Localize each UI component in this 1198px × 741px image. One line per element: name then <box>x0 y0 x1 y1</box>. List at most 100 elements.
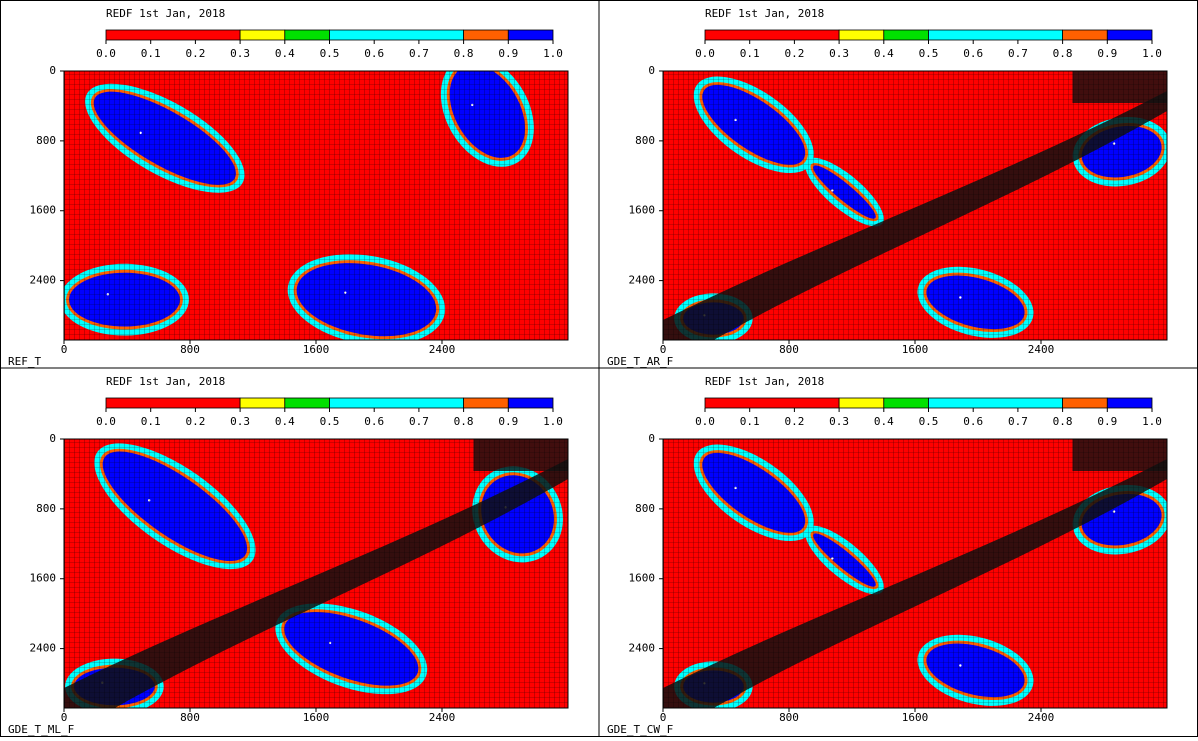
field <box>663 71 1167 340</box>
colorbar-tick-label: 0.2 <box>185 47 205 60</box>
colorbar-segment <box>1062 397 1108 409</box>
colorbar-tick-label: 0.3 <box>230 47 250 60</box>
field-grid <box>663 71 1167 340</box>
y-tick-label: 0 <box>648 64 655 77</box>
colorbar-tick-label: 0.2 <box>185 415 205 428</box>
colorbar-tick-label: 0.0 <box>695 47 715 60</box>
colorbar-segment <box>1062 29 1108 41</box>
x-tick-label: 2400 <box>1028 343 1055 356</box>
colorbar-segment <box>329 29 465 41</box>
x-tick-label: 2400 <box>429 343 456 356</box>
y-tick-label: 0 <box>648 432 655 445</box>
colorbar-segment <box>284 397 330 409</box>
field-grid <box>64 439 568 708</box>
colorbar-tick-label: 0.6 <box>963 47 983 60</box>
colorbar-tick-label: 0.4 <box>874 47 894 60</box>
colorbar-tick-label: 0.3 <box>230 415 250 428</box>
colorbar-tick-label: 0.5 <box>919 47 939 60</box>
colorbar-tick-label: 0.6 <box>963 415 983 428</box>
colorbar-tick-label: 0.8 <box>454 415 474 428</box>
x-tick-label: 1600 <box>303 343 330 356</box>
x-tick-label: 2400 <box>1028 711 1055 724</box>
colorbar-segment <box>507 29 554 41</box>
colorbar-segment <box>928 29 1064 41</box>
y-tick-label: 2400 <box>629 642 656 655</box>
x-tick-label: 0 <box>61 711 68 724</box>
colorbar-tick-label: 1.0 <box>1142 415 1162 428</box>
colorbar-tick-label: 0.1 <box>740 47 760 60</box>
colorbar-tick-label: 0.4 <box>874 415 894 428</box>
colorbar-tick-label: 0.1 <box>740 415 760 428</box>
colorbar-segment <box>704 29 840 41</box>
colorbar-tick-label: 0.8 <box>1053 415 1073 428</box>
colorbar-tick-label: 0.2 <box>784 47 804 60</box>
y-tick-label: 800 <box>635 134 655 147</box>
y-tick-label: 0 <box>49 432 56 445</box>
x-tick-label: 800 <box>180 711 200 724</box>
y-tick-label: 2400 <box>30 642 57 655</box>
x-tick-label: 800 <box>779 343 799 356</box>
colorbar-tick-label: 0.7 <box>1008 415 1028 428</box>
x-tick-label: 1600 <box>303 711 330 724</box>
colorbar-segment <box>105 29 241 41</box>
panel-label: GDE_T_AR_F <box>607 355 673 368</box>
colorbar-tick-label: 0.0 <box>96 47 116 60</box>
colorbar-tick-label: 0.3 <box>829 415 849 428</box>
panel: REDF 1st Jan, 2018 GDE_T_AR_F 0.0 0.1 0.2 0.3… <box>607 7 1168 368</box>
colorbar-tick-label: 0.8 <box>454 47 474 60</box>
colorbar-tick-label: 0.7 <box>409 415 429 428</box>
y-tick-label: 1600 <box>30 204 57 217</box>
panel: REDF 1st Jan, 2018 GDE_T_ML_F 0.0 0.1 0.2 0.3… <box>8 375 569 736</box>
colorbar-tick-label: 0.9 <box>498 47 518 60</box>
y-tick-label: 1600 <box>629 572 656 585</box>
colorbar-segment <box>1106 29 1153 41</box>
x-tick-label: 1600 <box>902 711 929 724</box>
colorbar-segment <box>239 29 286 41</box>
x-tick-label: 0 <box>61 343 68 356</box>
colorbar-tick-label: 0.5 <box>320 415 340 428</box>
x-tick-label: 0 <box>660 711 667 724</box>
colorbar-segment <box>704 397 840 409</box>
colorbar-tick-label: 0.3 <box>829 47 849 60</box>
panel-label: REF_T <box>8 355 41 368</box>
colorbar-tick-label: 0.8 <box>1053 47 1073 60</box>
colorbar-segment <box>105 397 241 409</box>
x-tick-label: 800 <box>180 343 200 356</box>
y-tick-label: 800 <box>36 502 56 515</box>
colorbar-segment <box>838 397 885 409</box>
colorbar-segment <box>928 397 1064 409</box>
colorbar-tick-label: 0.4 <box>275 47 295 60</box>
colorbar-tick-label: 0.7 <box>1008 47 1028 60</box>
y-tick-label: 800 <box>635 502 655 515</box>
y-tick-label: 1600 <box>629 204 656 217</box>
colorbar-tick-label: 0.0 <box>96 415 116 428</box>
field-grid <box>663 439 1167 708</box>
panel-title: REDF 1st Jan, 2018 <box>106 7 225 20</box>
colorbar-tick-label: 0.9 <box>1097 415 1117 428</box>
colorbar-segment <box>1106 397 1153 409</box>
x-tick-label: 800 <box>779 711 799 724</box>
colorbar-tick-label: 0.6 <box>364 47 384 60</box>
colorbar-tick-label: 0.7 <box>409 47 429 60</box>
colorbar-tick-label: 0.9 <box>498 415 518 428</box>
field <box>64 71 568 340</box>
colorbar-segment <box>883 397 929 409</box>
colorbar-tick-label: 0.0 <box>695 415 715 428</box>
field <box>663 439 1167 708</box>
colorbar-tick-label: 0.9 <box>1097 47 1117 60</box>
y-tick-label: 1600 <box>30 572 57 585</box>
panel-title: REDF 1st Jan, 2018 <box>705 375 824 388</box>
y-tick-label: 800 <box>36 134 56 147</box>
colorbar-tick-label: 0.4 <box>275 415 295 428</box>
colorbar-tick-label: 1.0 <box>1142 47 1162 60</box>
panel-label: GDE_T_CW_F <box>607 723 673 736</box>
x-tick-label: 0 <box>660 343 667 356</box>
colorbar-segment <box>507 397 554 409</box>
y-tick-label: 2400 <box>629 274 656 287</box>
field <box>64 439 568 708</box>
x-tick-label: 1600 <box>902 343 929 356</box>
panel: REDF 1st Jan, 2018 GDE_T_CW_F 0.0 0.1 0.2 0.3… <box>607 375 1168 736</box>
colorbar-segment <box>883 29 929 41</box>
colorbar-tick-label: 1.0 <box>543 47 563 60</box>
